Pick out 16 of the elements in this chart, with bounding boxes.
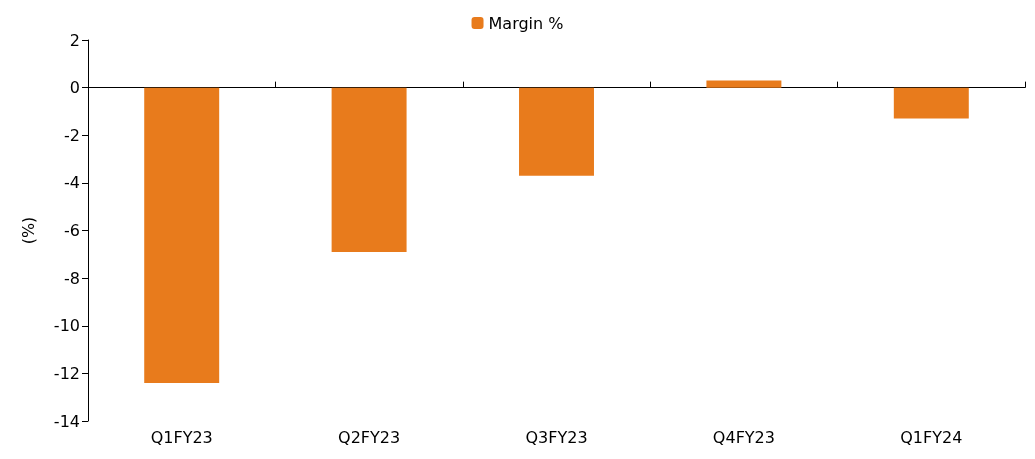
y-tick-label: -12 bbox=[53, 363, 80, 383]
x-tick-label: Q1FY23 bbox=[150, 427, 213, 447]
y-tick-label: 2 bbox=[69, 30, 80, 50]
y-tick-label: -14 bbox=[53, 411, 80, 431]
x-tick-label: Q3FY23 bbox=[525, 427, 588, 447]
legend-label: Margin % bbox=[488, 13, 564, 33]
y-tick-label: -4 bbox=[64, 173, 80, 193]
x-tick-label: Q1FY24 bbox=[900, 427, 963, 447]
y-tick-label: -10 bbox=[53, 316, 80, 336]
y-axis-title: (%) bbox=[18, 216, 38, 245]
y-tick-label: -8 bbox=[64, 268, 80, 288]
y-tick-label: -6 bbox=[64, 221, 80, 240]
y-tick-label: 0 bbox=[69, 78, 80, 98]
x-tick-label: Q2FY23 bbox=[338, 427, 401, 447]
x-tick-label: Q4FY23 bbox=[712, 427, 775, 447]
y-tick-label: -2 bbox=[64, 125, 80, 145]
